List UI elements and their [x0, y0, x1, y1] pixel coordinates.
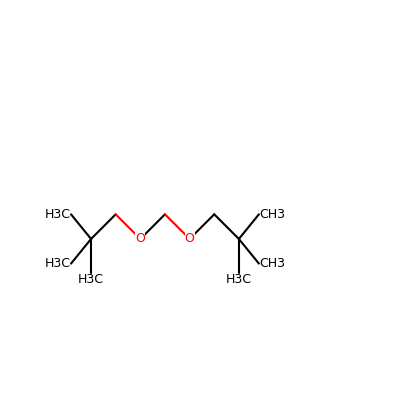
- Text: CH3: CH3: [259, 257, 285, 270]
- Text: O: O: [135, 232, 145, 246]
- Text: H3C: H3C: [45, 208, 71, 221]
- Text: H3C: H3C: [78, 273, 104, 286]
- Text: H3C: H3C: [226, 273, 252, 286]
- Text: H3C: H3C: [45, 257, 71, 270]
- Text: CH3: CH3: [259, 208, 285, 221]
- Text: O: O: [185, 232, 194, 246]
